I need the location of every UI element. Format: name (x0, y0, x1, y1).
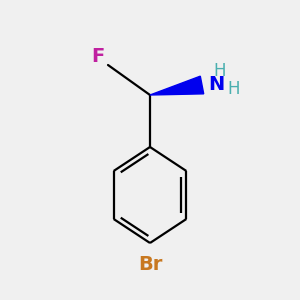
Polygon shape (150, 76, 204, 95)
Text: N: N (208, 76, 224, 94)
Text: H: H (228, 80, 240, 98)
Text: Br: Br (138, 256, 162, 274)
Text: H: H (214, 62, 226, 80)
Text: F: F (92, 47, 105, 67)
